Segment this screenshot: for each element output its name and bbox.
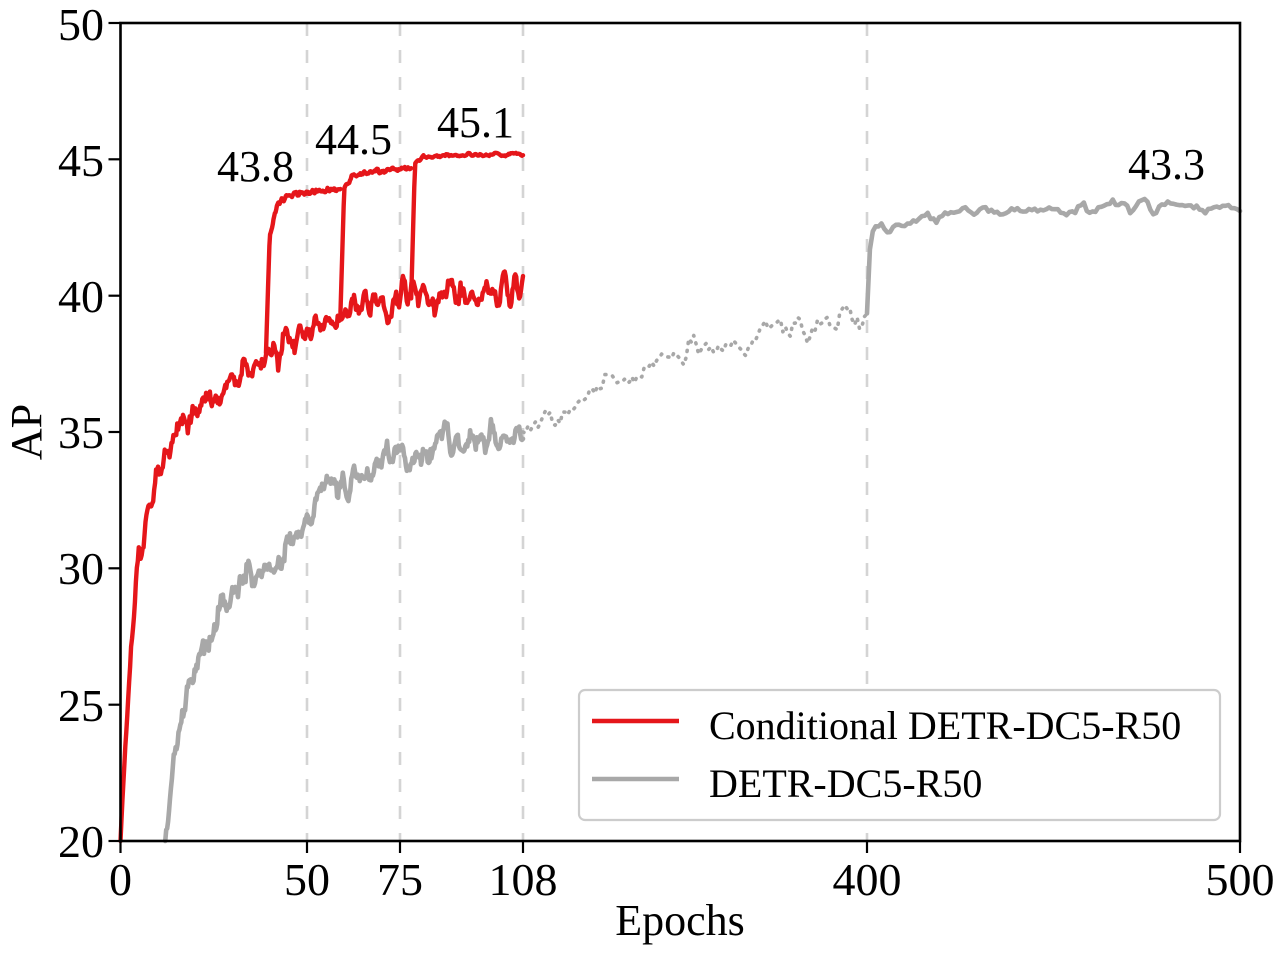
svg-text:30: 30 — [58, 543, 104, 594]
svg-text:43.3: 43.3 — [1128, 140, 1205, 189]
svg-text:Conditional DETR-DC5-R50: Conditional DETR-DC5-R50 — [709, 703, 1181, 748]
svg-text:Epochs: Epochs — [615, 896, 745, 945]
svg-text:44.5: 44.5 — [315, 115, 392, 164]
svg-text:0: 0 — [109, 854, 132, 905]
svg-text:40: 40 — [58, 271, 104, 322]
svg-text:400: 400 — [833, 854, 902, 905]
svg-text:75: 75 — [377, 854, 423, 905]
svg-text:AP: AP — [2, 404, 51, 460]
svg-text:25: 25 — [58, 680, 104, 731]
svg-text:DETR-DC5-R50: DETR-DC5-R50 — [709, 761, 982, 806]
svg-text:43.8: 43.8 — [217, 142, 294, 191]
svg-text:500: 500 — [1206, 854, 1275, 905]
svg-text:45: 45 — [58, 135, 104, 186]
svg-text:35: 35 — [58, 407, 104, 458]
svg-text:45.1: 45.1 — [437, 98, 514, 147]
svg-text:108: 108 — [489, 854, 558, 905]
svg-text:20: 20 — [58, 816, 104, 867]
svg-text:50: 50 — [284, 854, 330, 905]
svg-text:50: 50 — [58, 0, 104, 50]
